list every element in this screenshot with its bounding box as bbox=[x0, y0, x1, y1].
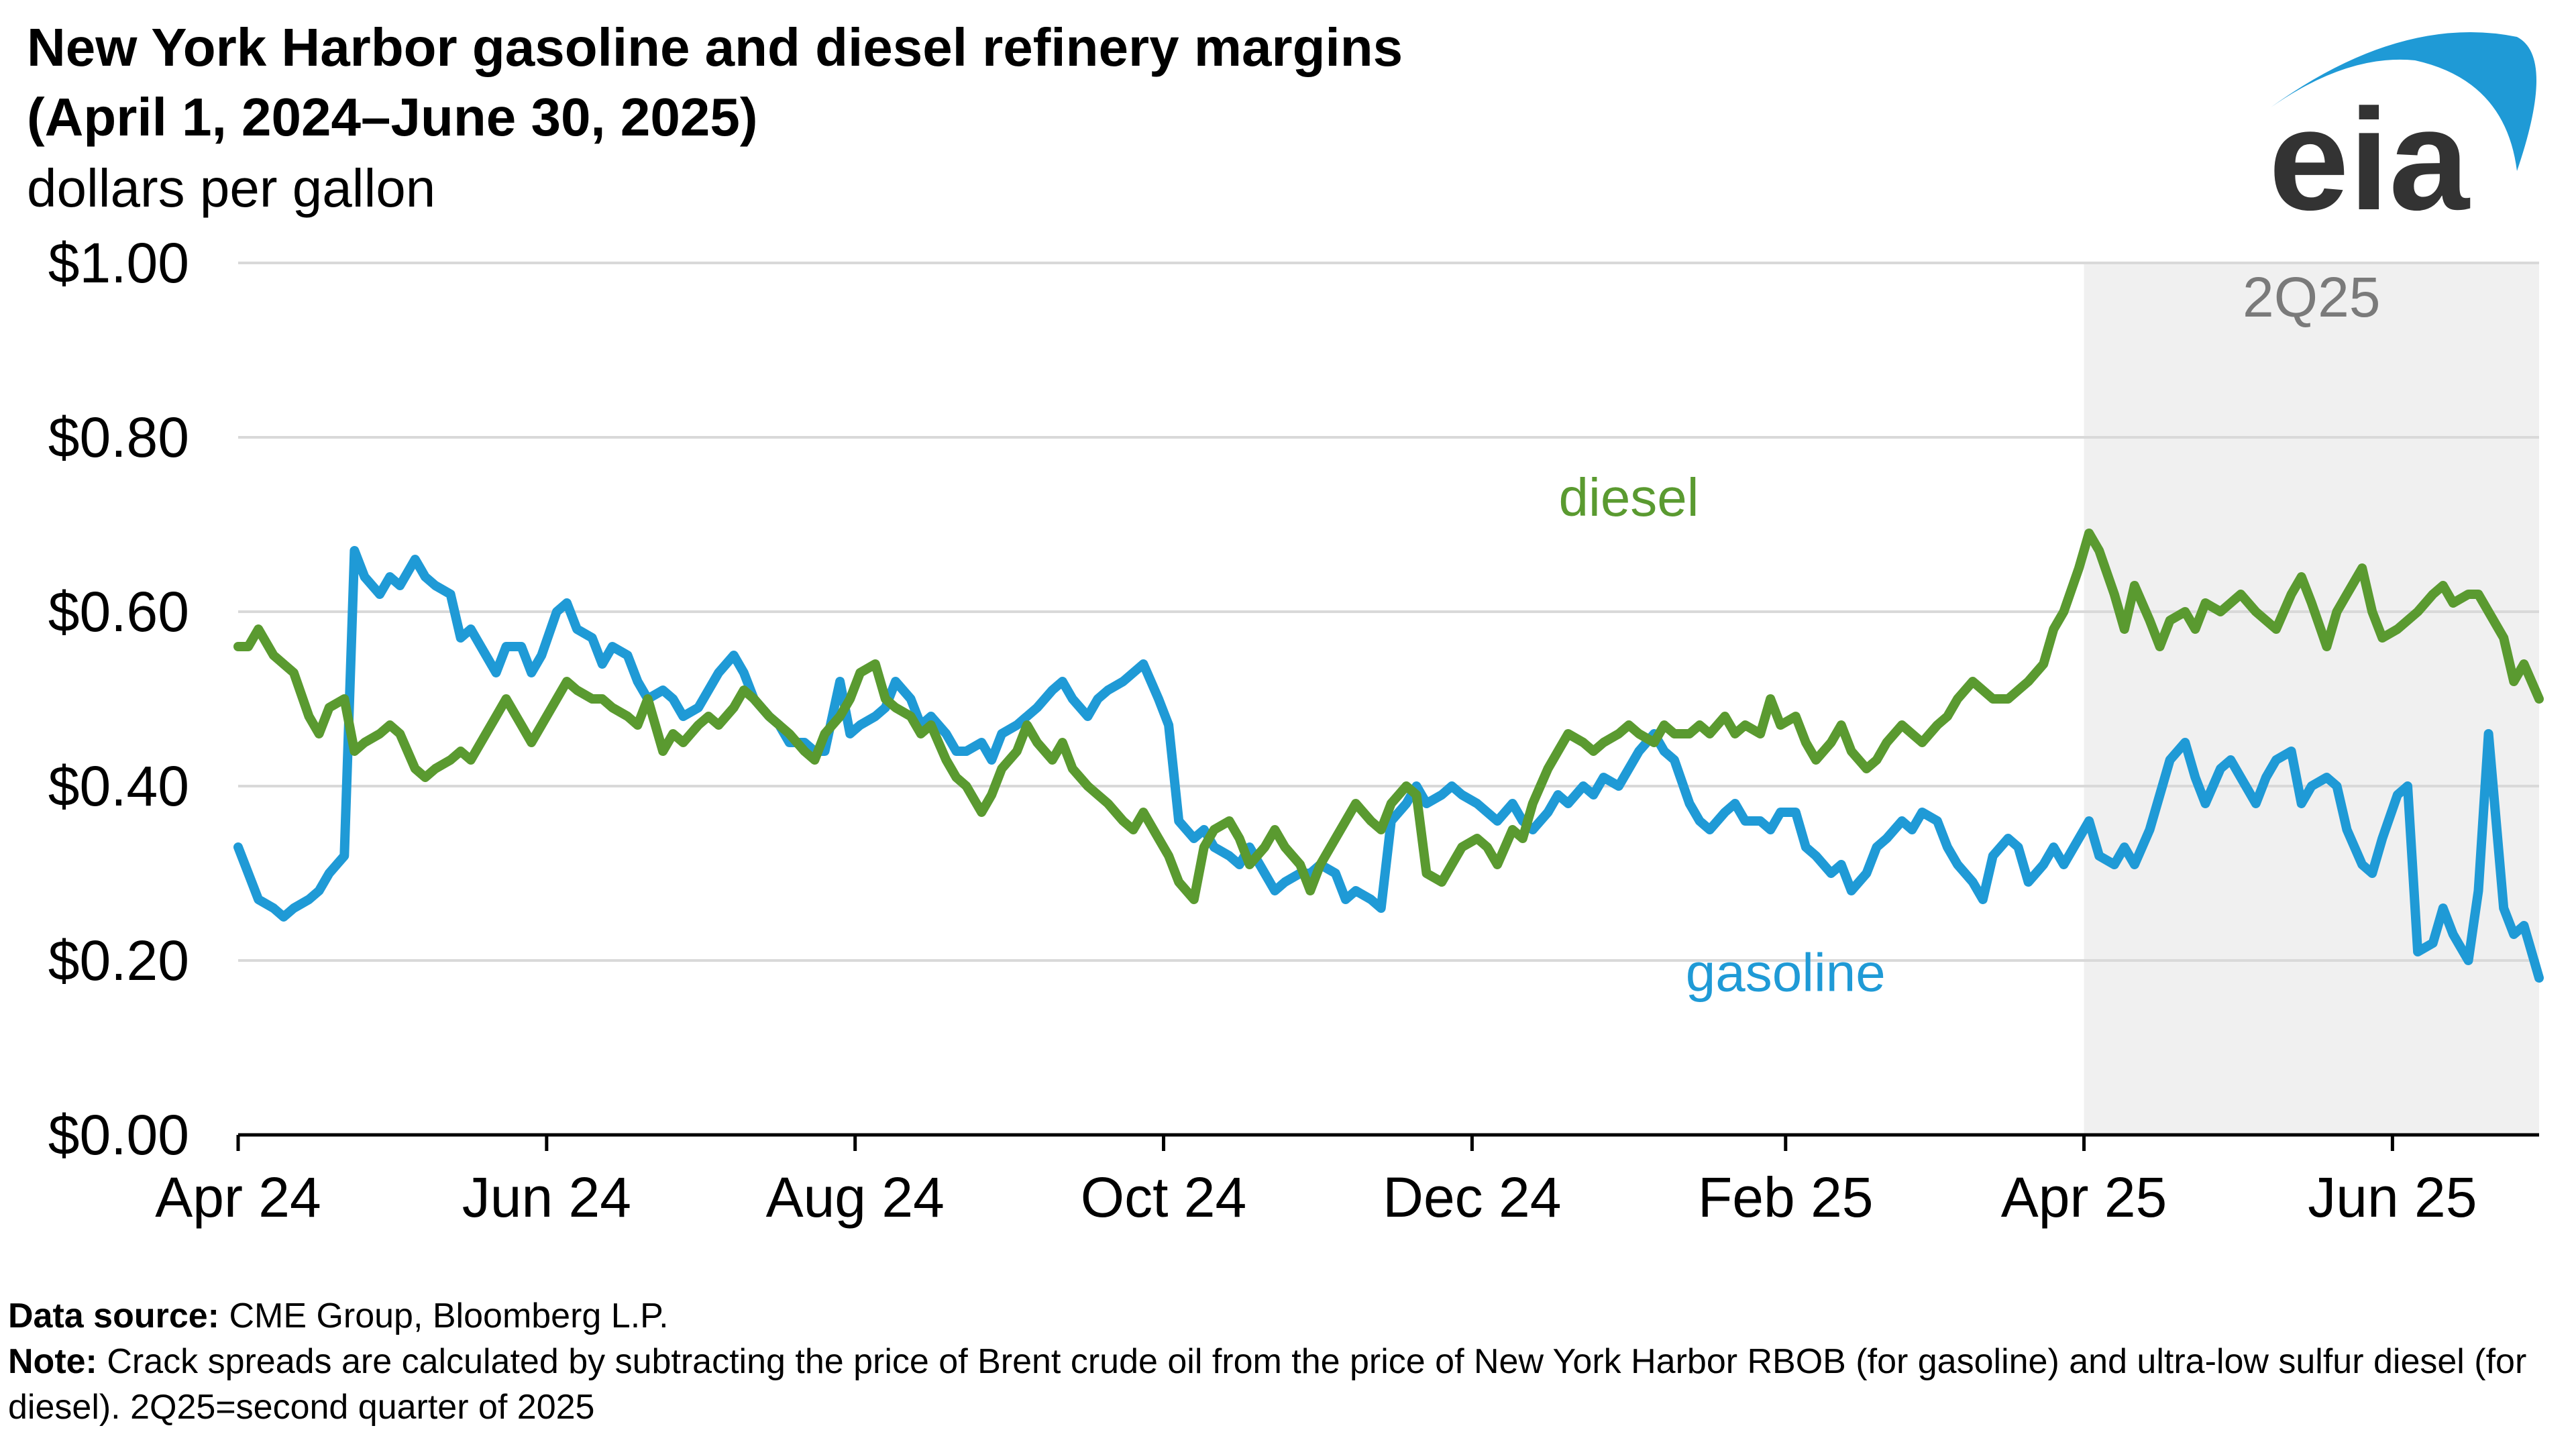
data-source-text: CME Group, Bloomberg L.P. bbox=[229, 1297, 669, 1335]
data-source-label: Data source: bbox=[8, 1297, 219, 1335]
note-label: Note: bbox=[8, 1342, 97, 1381]
shaded-period-layer: 2Q25 bbox=[2084, 263, 2539, 1135]
x-tick-label: Feb 25 bbox=[1698, 1166, 1874, 1229]
chart-title: New York Harbor gasoline and diesel refi… bbox=[27, 17, 1403, 77]
eia-logo-arc-icon bbox=[2271, 32, 2536, 171]
y-tick-label: $0.00 bbox=[48, 1103, 189, 1166]
series-line-gasoline bbox=[233, 546, 2544, 983]
x-tick-label: Apr 25 bbox=[2001, 1166, 2167, 1229]
y-tick-label: $0.20 bbox=[48, 929, 189, 992]
series-label-diesel: diesel bbox=[1559, 468, 1699, 527]
x-tick-label: Jun 24 bbox=[462, 1166, 631, 1229]
eia-logo: eia bbox=[2269, 32, 2536, 240]
x-tick-label: Dec 24 bbox=[1383, 1166, 1561, 1229]
tick-label-layer: $0.00 $0.20 $0.40 $0.60 $0.80 $1.00 Apr 24 Jun … bbox=[48, 231, 2477, 1229]
y-tick-label: $0.40 bbox=[48, 755, 189, 818]
shaded-period-band bbox=[2084, 263, 2539, 1135]
x-tick-label: Aug 24 bbox=[766, 1166, 945, 1229]
x-tick-label: Jun 25 bbox=[2308, 1166, 2477, 1229]
x-tick-label: Apr 24 bbox=[155, 1166, 321, 1229]
chart-subtitle: (April 1, 2024–June 30, 2025) bbox=[27, 87, 758, 147]
grid-layer bbox=[238, 262, 2539, 962]
y-tick-label: $1.00 bbox=[48, 231, 189, 294]
y-tick-label: $0.80 bbox=[48, 406, 189, 469]
axis-layer bbox=[236, 1133, 2539, 1151]
eia-logo-text: eia bbox=[2269, 78, 2470, 240]
x-tick-label: Oct 24 bbox=[1081, 1166, 1246, 1229]
note-footnote: Note: Crack spreads are calculated by su… bbox=[8, 1339, 2571, 1430]
y-tick-label: $0.60 bbox=[48, 580, 189, 643]
series-label-layer: gasoline diesel bbox=[1559, 468, 1886, 1003]
note-text: Crack spreads are calculated by subtract… bbox=[8, 1342, 2527, 1427]
series-label-gasoline: gasoline bbox=[1686, 943, 1886, 1003]
y-axis-unit-label: dollars per gallon bbox=[27, 158, 435, 218]
shaded-period-label: 2Q25 bbox=[2243, 266, 2381, 329]
data-source-footnote: Data source: CME Group, Bloomberg L.P. bbox=[8, 1293, 2571, 1339]
series-line-diesel bbox=[233, 529, 2544, 904]
series-layer bbox=[233, 529, 2544, 983]
chart: New York Harbor gasoline and diesel refi… bbox=[27, 17, 2544, 1229]
